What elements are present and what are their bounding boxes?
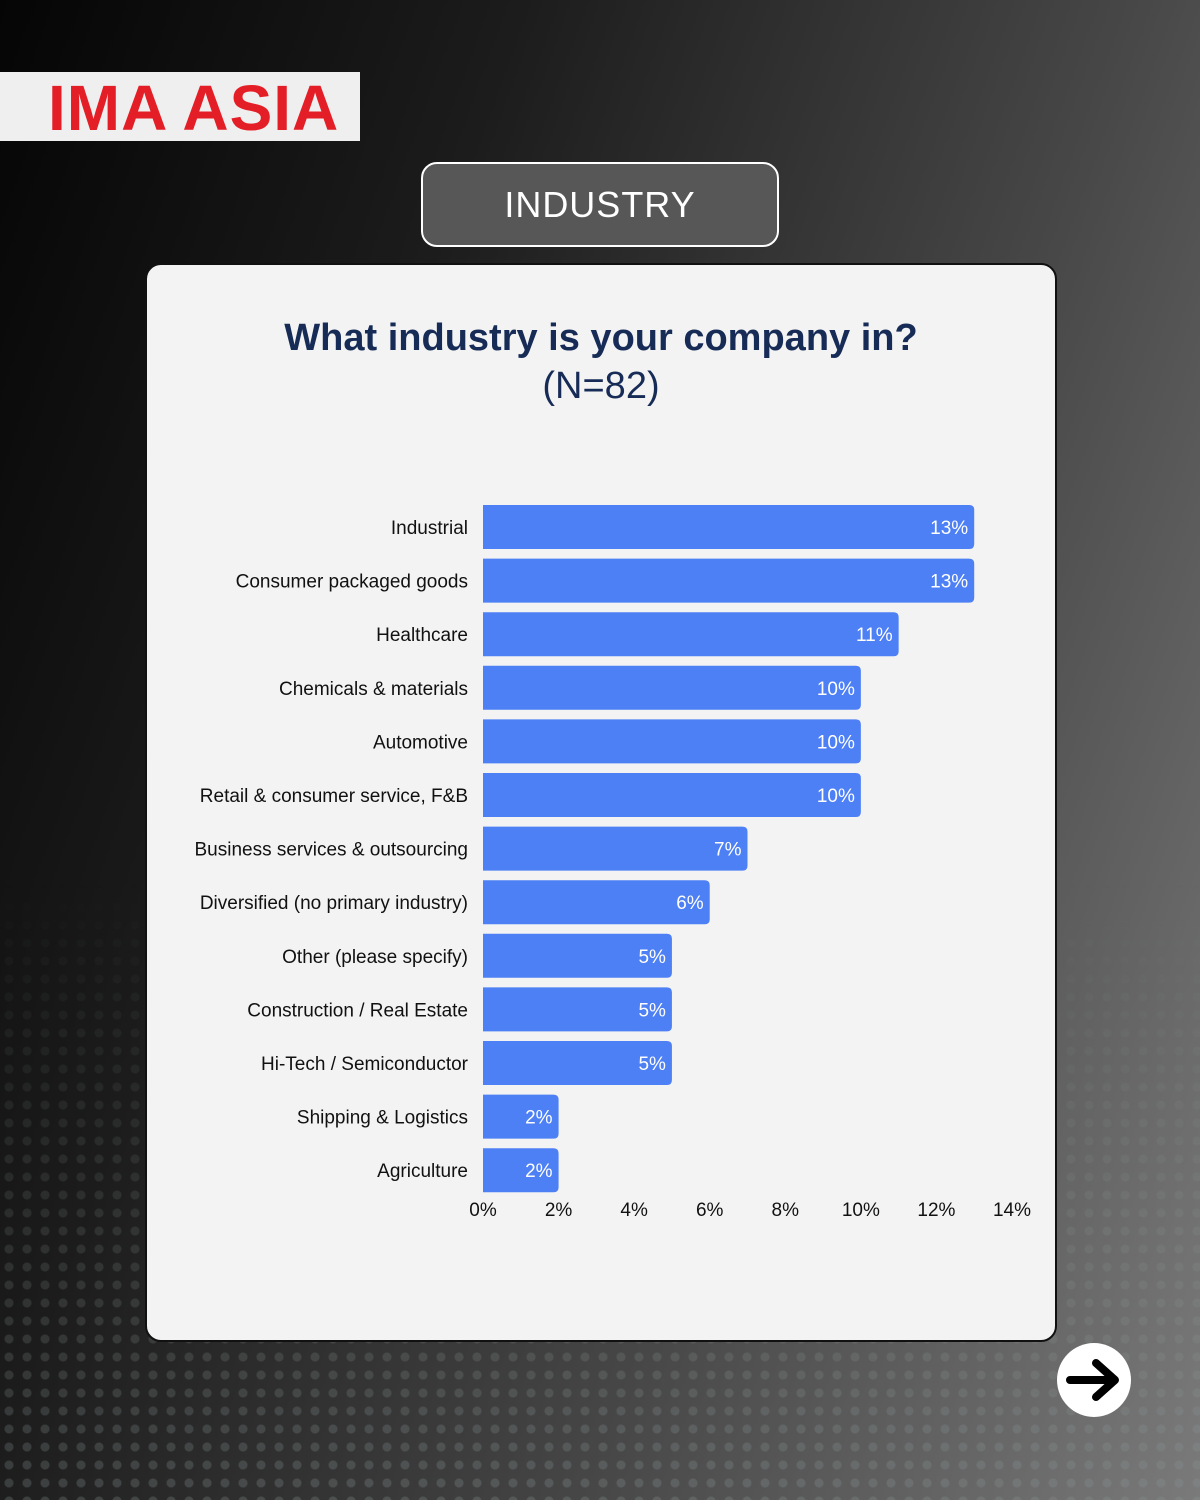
category-label: Hi-Tech / Semiconductor — [261, 1054, 469, 1075]
x-tick-label: 4% — [620, 1200, 648, 1221]
category-label: Agriculture — [377, 1161, 468, 1182]
bar — [483, 987, 672, 1032]
chart-title: What industry is your company in? — [284, 317, 918, 359]
bar — [483, 773, 861, 817]
chart-subtitle: (N=82) — [542, 365, 660, 407]
x-tick-label: 12% — [917, 1200, 955, 1221]
category-label: Shipping & Logistics — [297, 1108, 468, 1129]
section-label: INDUSTRY — [421, 162, 779, 247]
data-label: 11% — [856, 625, 893, 646]
bar — [483, 880, 710, 925]
data-label: 7% — [714, 840, 742, 861]
data-label: 10% — [817, 732, 855, 753]
bar — [483, 612, 899, 657]
chart-card: What industry is your company in? (N=82)… — [145, 263, 1057, 1342]
category-label: Chemicals & materials — [279, 679, 468, 700]
x-tick-label: 10% — [842, 1200, 880, 1221]
bar — [483, 933, 672, 978]
category-label: Retail & consumer service, F&B — [200, 786, 468, 807]
x-tick-label: 0% — [469, 1200, 497, 1221]
data-label: 2% — [525, 1108, 553, 1129]
data-label: 10% — [817, 786, 855, 807]
category-label: Construction / Real Estate — [247, 1000, 468, 1021]
bar — [483, 826, 748, 871]
x-tick-label: 14% — [993, 1200, 1031, 1221]
data-label: 2% — [525, 1161, 553, 1182]
x-tick-label: 6% — [696, 1200, 724, 1221]
arrow-right-icon — [1066, 1359, 1119, 1401]
data-label: 6% — [676, 893, 704, 914]
category-label: Automotive — [373, 732, 468, 753]
data-label: 5% — [638, 1054, 666, 1075]
bar — [483, 665, 861, 710]
data-label: 13% — [930, 518, 968, 539]
bar — [483, 505, 975, 549]
data-label: 10% — [817, 679, 855, 700]
data-label: 13% — [930, 572, 968, 593]
category-label: Other (please specify) — [282, 947, 468, 968]
category-label: Business services & outsourcing — [194, 840, 468, 861]
bar — [483, 558, 975, 603]
data-label: 5% — [638, 1000, 666, 1021]
logo-text: IMA ASIA — [48, 72, 340, 144]
ima-asia-logo: IMA ASIA — [0, 72, 360, 141]
data-label: 5% — [638, 947, 666, 968]
x-tick-label: 8% — [772, 1200, 800, 1221]
bar — [483, 1148, 559, 1193]
industry-bar-chart: Industrial 13% Consumer packaged goods 13% H… — [194, 505, 1031, 1221]
next-button[interactable] — [1057, 1343, 1131, 1417]
bar — [483, 719, 861, 764]
bar — [483, 1094, 559, 1139]
x-tick-label: 2% — [545, 1200, 573, 1221]
category-label: Diversified (no primary industry) — [200, 893, 468, 914]
category-label: Consumer packaged goods — [236, 572, 468, 593]
category-label: Industrial — [391, 518, 468, 539]
bar — [483, 1041, 672, 1085]
category-label: Healthcare — [376, 625, 468, 646]
